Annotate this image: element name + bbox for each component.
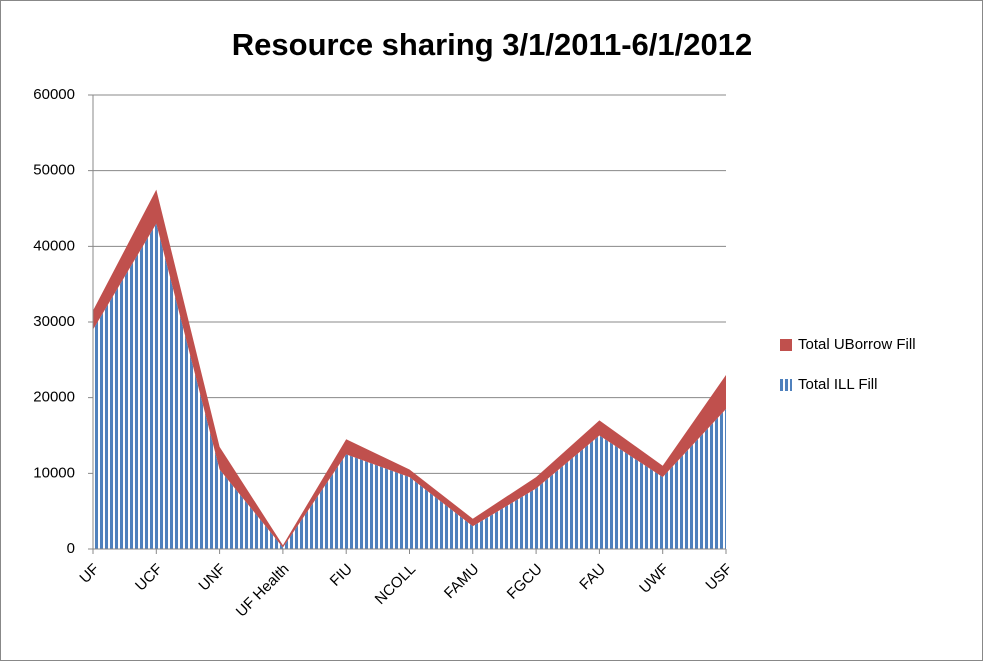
area [93, 223, 726, 549]
legend-swatch [780, 379, 792, 391]
y-tick-label: 60000 [33, 86, 75, 103]
y-tick-label: 40000 [33, 237, 75, 254]
y-tick-label: 30000 [33, 313, 75, 330]
legend-label: Total UBorrow Fill [798, 336, 916, 353]
y-tick-label: 50000 [33, 162, 75, 179]
legend-swatch [780, 339, 792, 351]
y-tick-label: 0 [67, 540, 75, 557]
legend-label: Total ILL Fill [798, 376, 877, 393]
y-tick-label: 20000 [33, 389, 75, 406]
area [93, 189, 726, 548]
y-tick-label: 10000 [33, 464, 75, 481]
chart-title: Resource sharing 3/1/2011-6/1/2012 [232, 27, 752, 62]
